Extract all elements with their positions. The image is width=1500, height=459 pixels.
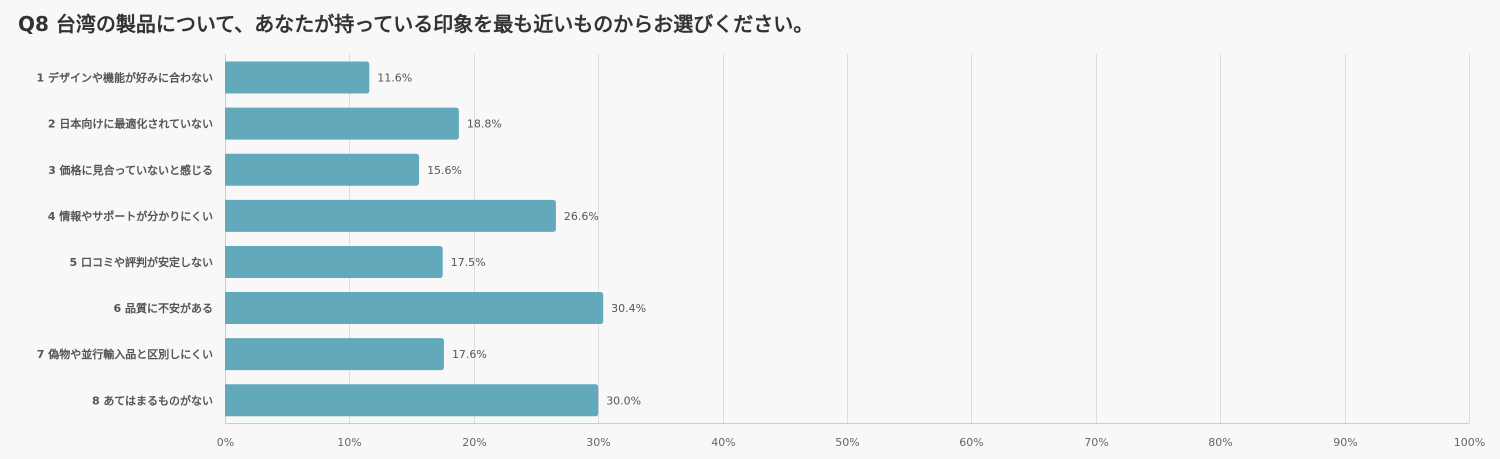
x-tick-label: 20% [462,436,486,449]
x-tick-label: 10% [337,436,361,449]
category-label: 5 口コミや評判が安定しない [70,255,213,269]
x-tick-label: 0% [217,436,234,449]
category-label: 1 デザインや機能が好みに合わない [37,71,213,85]
value-label: 11.6% [377,72,412,85]
bar [225,153,420,186]
bar [225,245,443,278]
bar [225,107,459,140]
bar [225,61,370,94]
x-tick-label: 90% [1333,436,1357,449]
category-label: 4 情報やサポートが分かりにくい [48,209,213,223]
value-label: 30.0% [606,394,641,407]
value-label: 17.5% [451,256,486,269]
category-label: 3 価格に見合っていないと感じる [48,163,213,177]
category-label: 6 品質に不安がある [114,301,213,315]
chart-title: Q8 台湾の製品について、あなたが持っている印象を最も近いものからお選びください… [18,12,814,36]
x-tick-label: 100% [1454,436,1485,449]
bar [225,338,444,371]
value-label: 18.8% [467,118,502,131]
x-tick-label: 70% [1084,436,1108,449]
bar [225,292,604,325]
label-layer: 0% 10% 20% 30% 40% 50% 60% 70% 80% 90% 100% 1 デザインや… [37,71,1486,449]
bar [225,384,599,417]
x-tick-label: 60% [959,436,983,449]
x-tick-label: 50% [835,436,859,449]
grid-layer [225,54,1470,424]
x-tick-label: 30% [586,436,610,449]
category-label: 8 あてはまるものがない [92,393,213,407]
bar [225,199,556,232]
category-label: 7 偽物や並行輸入品と区別しにくい [37,347,213,361]
x-tick-label: 40% [711,436,735,449]
category-label: 2 日本向けに最適化されていない [48,117,213,131]
value-label: 17.6% [452,348,487,361]
value-label: 15.6% [427,164,462,177]
bar-layer [225,61,604,417]
value-label: 30.4% [611,302,646,315]
x-tick-label: 80% [1208,436,1232,449]
value-label: 26.6% [564,210,599,223]
